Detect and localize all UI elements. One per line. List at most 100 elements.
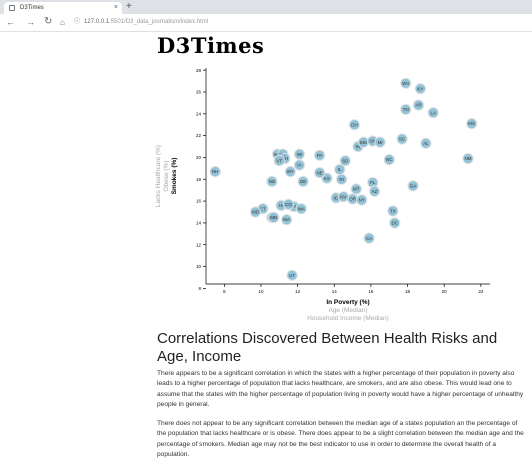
y-axis-label-inactive[interactable]: Obese (%) — [163, 160, 170, 191]
data-point[interactable] — [282, 198, 295, 211]
forward-arrow-icon[interactable]: → — [26, 17, 35, 27]
data-point[interactable] — [266, 175, 278, 188]
y-tick-label: 14 — [196, 221, 202, 226]
x-tick-label: 12 — [295, 289, 301, 294]
data-point[interactable] — [313, 167, 326, 179]
data-point[interactable] — [400, 103, 412, 116]
data-point[interactable] — [420, 137, 432, 149]
data-point-label: CT — [260, 206, 266, 211]
x-tick-label: 8 — [223, 289, 226, 294]
data-point[interactable] — [400, 77, 412, 89]
data-point-label: AZ — [372, 189, 378, 194]
data-point[interactable] — [414, 83, 427, 95]
data-point-label: NH — [282, 156, 289, 161]
info-icon[interactable]: ⓘ — [74, 19, 81, 25]
data-point[interactable] — [273, 155, 285, 167]
data-point[interactable] — [280, 213, 293, 226]
axis-labels: In Poverty (%)Age (Median)Household Inco… — [155, 145, 389, 322]
back-arrow-icon[interactable]: ← — [6, 17, 15, 27]
x-tick-label: 14 — [332, 289, 338, 294]
browser-tab[interactable]: D3Times × — [4, 2, 122, 14]
data-point[interactable] — [465, 117, 478, 130]
data-point-label: VT — [276, 158, 282, 163]
home-icon[interactable]: ⌂ — [60, 18, 65, 27]
data-point-label: OR — [349, 197, 357, 202]
data-point[interactable] — [387, 205, 399, 217]
x-axis-label-active[interactable]: In Poverty (%) — [326, 299, 369, 306]
y-tick-label: 22 — [196, 133, 202, 138]
data-point[interactable] — [407, 180, 419, 192]
y-tick-label: 26 — [196, 90, 202, 95]
y-tick-label: 24 — [196, 111, 202, 116]
x-axis-label-inactive[interactable]: Household Income (Median) — [307, 315, 389, 322]
tab-close-icon[interactable]: × — [113, 4, 118, 11]
data-point[interactable] — [293, 148, 306, 160]
data-point[interactable] — [350, 183, 362, 195]
data-point-label: NE — [316, 170, 322, 175]
data-point[interactable] — [339, 155, 351, 167]
data-point[interactable] — [337, 191, 350, 203]
y-tick-label: 18 — [196, 177, 202, 182]
data-point[interactable] — [334, 163, 346, 176]
data-point[interactable] — [368, 185, 381, 197]
data-point[interactable] — [284, 165, 296, 178]
new-tab-button[interactable]: + — [126, 1, 132, 12]
y-tick-label: 16 — [196, 199, 202, 204]
data-point-label: MN — [270, 215, 277, 220]
data-point-label: OH — [351, 122, 358, 127]
data-point-label: KS — [324, 176, 330, 181]
y-axis-label-inactive[interactable]: Lacks Healthcare (%) — [155, 145, 162, 207]
article-paragraph-1: There appears to be a significant correl… — [157, 370, 524, 409]
page-favicon-icon — [9, 5, 15, 11]
data-point-label: CA — [366, 236, 372, 241]
y-axis-label-active[interactable]: Smokes (%) — [171, 158, 178, 195]
data-point-label: FL — [370, 180, 376, 185]
reload-icon[interactable]: ↻ — [44, 16, 53, 27]
data-point-label: NY — [359, 198, 365, 203]
data-point-label: MD — [252, 210, 260, 215]
data-point[interactable] — [209, 165, 221, 178]
data-point[interactable] — [268, 211, 280, 224]
data-point-label: IN — [356, 144, 361, 149]
data-point-label: ID — [334, 195, 339, 200]
data-point[interactable] — [389, 217, 401, 229]
data-point[interactable] — [383, 153, 395, 166]
data-point[interactable] — [462, 152, 474, 165]
data-point-label: TX — [390, 209, 396, 214]
data-point[interactable] — [356, 194, 368, 206]
x-tick-label: 18 — [405, 289, 411, 294]
y-tick-label: 20 — [196, 155, 202, 160]
address-bar[interactable]: ⓘ 127.0.0.1:5501/D3_data_journalism/index… — [64, 16, 530, 29]
data-point-label: KY — [417, 86, 423, 91]
x-axis-label-inactive[interactable]: Age (Median) — [328, 307, 367, 314]
data-point[interactable] — [363, 232, 375, 244]
data-point[interactable] — [293, 159, 306, 171]
data-point[interactable] — [412, 99, 425, 111]
data-point-label: NC — [386, 157, 393, 162]
data-point-label: PA — [317, 153, 323, 158]
data-point-label: MI — [378, 140, 383, 145]
data-point[interactable] — [374, 136, 386, 148]
y-axis: 8 10 12 14 16 18 20 22 24 26 28 — [196, 68, 207, 291]
data-point-label: GA — [410, 183, 417, 188]
data-point-label: WA — [298, 206, 305, 211]
data-point[interactable] — [249, 206, 262, 218]
data-point-label: MA — [283, 217, 290, 222]
data-point[interactable] — [396, 133, 408, 145]
data-point-label: NV — [340, 194, 346, 199]
data-point-label: MS — [468, 121, 475, 126]
data-point[interactable] — [427, 107, 439, 119]
tab-title: D3Times — [20, 5, 44, 11]
data-point-label: SD — [342, 158, 349, 163]
data-point[interactable] — [297, 175, 309, 188]
data-point[interactable] — [348, 119, 361, 131]
data-point-label: HI — [279, 203, 284, 208]
data-point[interactable] — [286, 269, 298, 281]
data-point-label: MO — [360, 140, 368, 145]
data-point-label: IL — [338, 167, 342, 172]
data-point[interactable] — [313, 149, 326, 161]
data-point[interactable] — [295, 203, 307, 215]
page-title: D3Times — [157, 33, 265, 58]
url-path: :5501/D3_data_journalism/index.html — [109, 19, 209, 25]
data-point-label: SC — [399, 137, 406, 142]
